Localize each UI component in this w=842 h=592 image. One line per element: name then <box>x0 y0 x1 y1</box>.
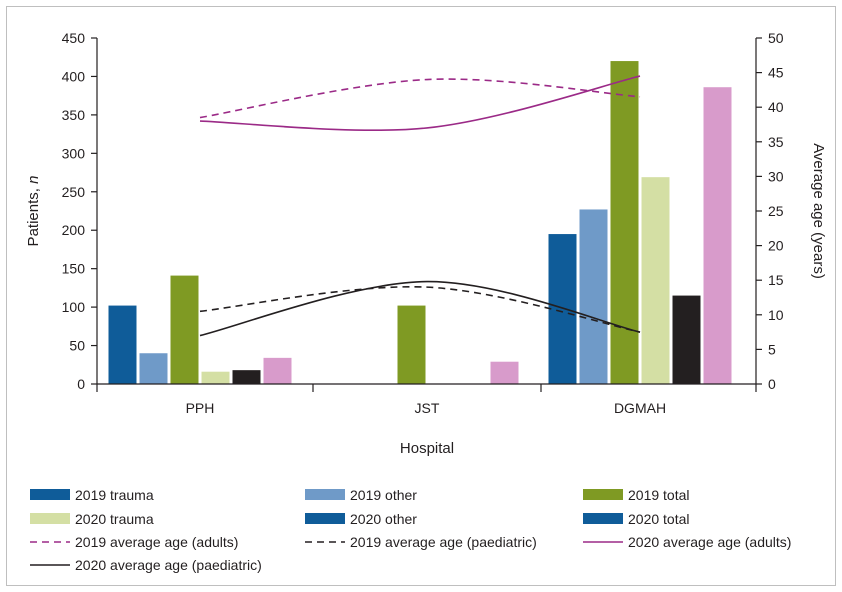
legend-label: 2020 trauma <box>75 511 154 527</box>
legend-label: 2019 other <box>350 487 417 503</box>
left-y-tick-label: 0 <box>77 376 85 392</box>
bar <box>641 177 670 384</box>
left-y-tick-label: 50 <box>69 338 85 354</box>
bar <box>579 209 608 384</box>
bar <box>703 87 732 384</box>
legend-swatch <box>583 513 623 524</box>
left-y-tick-label: 400 <box>62 68 86 84</box>
figure-frame <box>6 6 836 586</box>
lines-layer <box>199 75 641 337</box>
left-y-tick-label: 100 <box>62 299 86 315</box>
right-y-tick-label: 15 <box>768 272 784 288</box>
left-y-tick-label: 200 <box>62 222 86 238</box>
right-y-tick-label: 0 <box>768 376 776 392</box>
bar <box>672 295 701 384</box>
bar <box>201 371 230 384</box>
right-y-tick-label: 10 <box>768 307 784 323</box>
right-y-tick-label: 5 <box>768 341 776 357</box>
legend: 2019 trauma 2019 other 2019 total 2020 trau… <box>30 487 791 573</box>
series-line <box>199 78 641 119</box>
series-line <box>199 285 641 333</box>
legend-label: 2019 total <box>628 487 690 503</box>
right-y-tick-label: 30 <box>768 168 784 184</box>
right-y-tick-label: 50 <box>768 30 784 46</box>
left-y-ticks: 0 50 100 150 200 250 300 350 400 450 <box>62 30 97 392</box>
left-y-tick-label: 350 <box>62 107 86 123</box>
x-tick-label: DGMAH <box>614 400 666 416</box>
legend-label: 2019 average age (adults) <box>75 534 238 550</box>
y-axis-label-italic: n <box>25 176 42 184</box>
right-y-tick-label: 35 <box>768 134 784 150</box>
right-y-tick-label: 45 <box>768 65 784 81</box>
bar <box>397 305 426 384</box>
bar <box>108 305 137 384</box>
bar <box>170 275 199 384</box>
left-y-tick-label: 450 <box>62 30 86 46</box>
axes-layer: 0 50 100 150 200 250 300 350 400 450 0 5 10 15 20 25 30… <box>25 30 827 457</box>
y-axis-label: Patients, n <box>25 176 42 247</box>
legend-swatch <box>583 489 623 500</box>
bar <box>232 370 261 384</box>
legend-label: 2020 average age (adults) <box>628 534 791 550</box>
left-y-tick-label: 300 <box>62 145 86 161</box>
legend-swatch <box>30 513 70 524</box>
left-y-tick-label: 150 <box>62 261 86 277</box>
y-axis-label-main: Patients, <box>25 184 42 247</box>
legend-label: 2020 other <box>350 511 417 527</box>
bar <box>610 61 639 385</box>
x-ticks: PPH JST DGMAH <box>96 384 757 416</box>
series-line <box>199 75 641 132</box>
legend-label: 2019 trauma <box>75 487 154 503</box>
y2-axis-label: Average age (years) <box>810 143 827 279</box>
left-y-tick-label: 250 <box>62 184 86 200</box>
x-tick-label: PPH <box>186 400 215 416</box>
bar <box>490 361 519 384</box>
legend-label: 2019 average age (paediatric) <box>350 534 537 550</box>
x-axis-label: Hospital <box>400 440 454 457</box>
legend-label: 2020 total <box>628 511 690 527</box>
right-y-tick-label: 20 <box>768 238 784 254</box>
bar <box>548 234 577 384</box>
right-y-ticks: 0 5 10 15 20 25 30 35 40 45 50 <box>756 30 784 392</box>
bars-layer <box>108 61 732 385</box>
right-y-tick-label: 25 <box>768 203 784 219</box>
right-y-tick-label: 40 <box>768 99 784 115</box>
x-tick-label: JST <box>415 400 440 416</box>
legend-swatch <box>305 489 345 500</box>
bar <box>263 357 292 384</box>
series-line <box>199 280 641 337</box>
legend-swatch <box>305 513 345 524</box>
legend-swatch <box>30 489 70 500</box>
legend-label: 2020 average age (paediatric) <box>75 557 262 573</box>
bar <box>139 353 168 384</box>
